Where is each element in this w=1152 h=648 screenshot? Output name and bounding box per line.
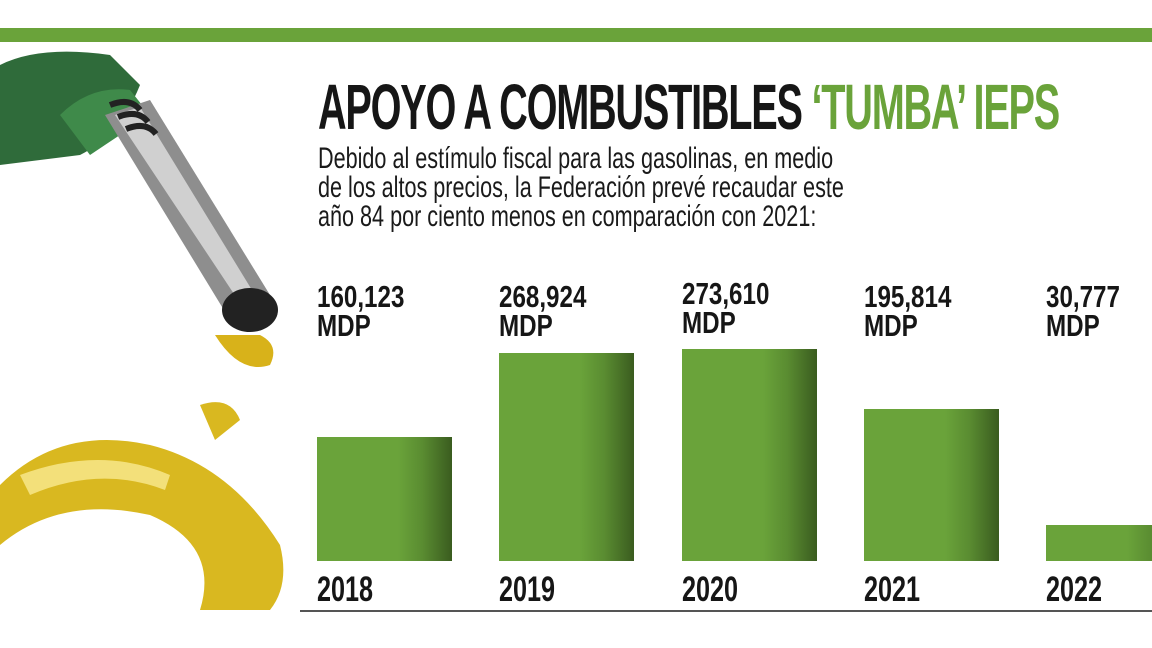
chart-baseline	[300, 610, 1152, 612]
value-unit: MDP	[863, 308, 918, 343]
value-label: 268,924 MDP	[499, 279, 587, 343]
bar-2019	[499, 352, 635, 561]
chart-title: APOYO A COMBUSTIBLES ‘TUMBA’ IEPS	[318, 70, 1061, 144]
category-label: 2019	[499, 570, 556, 609]
value-number: 160,123	[317, 279, 405, 314]
fuel-nozzle-illustration	[0, 51, 284, 610]
value-label: 195,814 MDP	[863, 279, 952, 343]
bar-2020	[681, 349, 817, 561]
category-label: 2020	[681, 570, 738, 609]
category-label: 2018	[317, 570, 374, 609]
value-number: 195,814	[863, 279, 952, 314]
chart-subtitle: Debido al estímulo fiscal para las gasol…	[318, 142, 844, 233]
subtitle-line: Debido al estímulo fiscal para las gasol…	[318, 142, 834, 175]
value-unit: MDP	[499, 308, 554, 343]
value-number: 273,610	[681, 276, 770, 311]
subtitle-line: de los altos precios, la Federación prev…	[318, 171, 844, 204]
value-unit: MDP	[1046, 308, 1100, 343]
value-number: 30,777	[1046, 279, 1121, 314]
bar-2022	[1046, 525, 1152, 561]
value-unit: MDP	[681, 305, 736, 340]
title-highlight: ‘TUMBA’ IEPS	[811, 71, 1061, 143]
value-number: 268,924	[499, 279, 587, 314]
bar-2021	[863, 409, 999, 561]
value-label: 160,123 MDP	[317, 279, 405, 343]
value-label: 273,610 MDP	[681, 276, 770, 340]
bar-2018	[317, 436, 452, 561]
value-unit: MDP	[317, 308, 371, 343]
title-main: APOYO A COMBUSTIBLES	[318, 71, 803, 143]
value-label: 30,777 MDP	[1046, 279, 1121, 343]
top-accent-band	[0, 28, 1152, 42]
subtitle-line: año 84 por ciento menos en comparación c…	[318, 200, 817, 233]
category-label: 2022	[1046, 570, 1103, 609]
category-label: 2021	[863, 570, 920, 609]
